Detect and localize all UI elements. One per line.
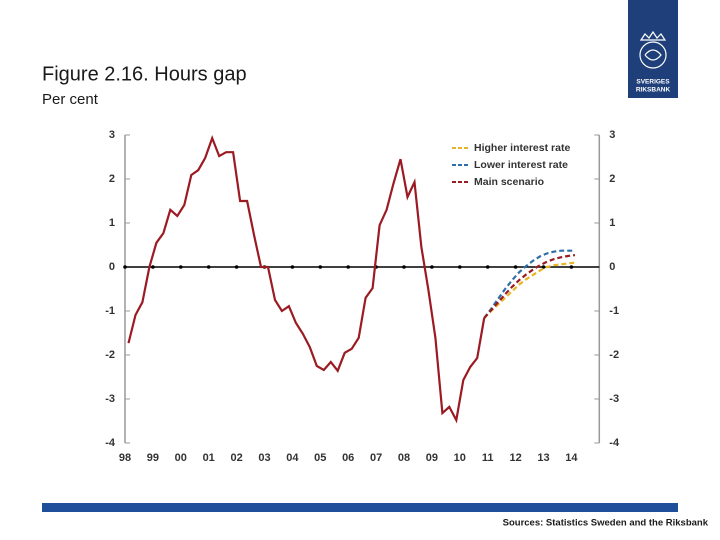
y-tick-label: 2 xyxy=(109,173,115,185)
y2-tick-label: -3 xyxy=(609,393,619,405)
x-tick-mark xyxy=(234,265,239,269)
x-tick-label: 07 xyxy=(370,452,382,464)
x-tick-mark xyxy=(346,265,351,269)
x-tick-label: 11 xyxy=(482,452,494,464)
y-tick-label: 3 xyxy=(109,129,115,141)
x-tick-label: 03 xyxy=(258,452,270,464)
y2-tick-label: 0 xyxy=(609,261,615,273)
x-tick-label: 08 xyxy=(398,452,410,464)
y2-tick-label: 2 xyxy=(609,173,615,185)
x-tick-mark xyxy=(206,265,211,269)
x-tick-mark xyxy=(318,265,323,269)
x-tick-mark xyxy=(123,265,127,269)
y-tick-label: -3 xyxy=(105,393,115,405)
x-tick-label: 13 xyxy=(537,452,549,464)
y-tick-label: -2 xyxy=(105,349,115,361)
y2-tick-label: -4 xyxy=(609,437,620,449)
x-tick-mark xyxy=(179,265,183,269)
series-line xyxy=(127,134,486,424)
x-tick-mark xyxy=(513,265,518,269)
x-tick-label: 01 xyxy=(203,452,215,464)
legend-label: Lower interest rate xyxy=(474,159,568,171)
y2-tick-label: -2 xyxy=(609,349,619,361)
y-tick-label: -4 xyxy=(105,437,116,449)
legend-label: Higher interest rate xyxy=(474,142,570,154)
x-tick-mark xyxy=(458,265,462,269)
x-tick-mark xyxy=(541,265,546,269)
y2-tick-label: 1 xyxy=(609,217,615,229)
x-tick-label: 12 xyxy=(509,452,521,464)
x-tick-mark xyxy=(430,265,434,269)
x-tick-label: 10 xyxy=(454,452,466,464)
x-tick-label: 09 xyxy=(426,452,438,464)
y2-tick-label: 3 xyxy=(609,129,615,141)
x-tick-mark xyxy=(151,265,155,269)
x-tick-label: 99 xyxy=(147,452,159,464)
x-tick-label: 02 xyxy=(230,452,242,464)
chart-title: Figure 2.16. Hours gap xyxy=(42,63,247,85)
source-note: Sources: Statistics Sweden and the Riksb… xyxy=(503,518,709,529)
x-tick-mark xyxy=(402,265,406,269)
series-line xyxy=(483,249,575,319)
x-tick-label: 14 xyxy=(565,452,578,464)
x-tick-label: 98 xyxy=(119,452,131,464)
logo-box xyxy=(628,0,678,98)
x-tick-mark xyxy=(485,265,490,269)
y-tick-label: 0 xyxy=(109,261,115,273)
legend-label: Main scenario xyxy=(474,176,544,188)
y-tick-label: 1 xyxy=(109,217,115,229)
y2-tick-label: -1 xyxy=(609,305,619,317)
footer-bar xyxy=(42,503,678,512)
x-tick-mark xyxy=(569,265,574,269)
logo-emblem xyxy=(639,30,667,69)
x-tick-label: 05 xyxy=(314,452,326,464)
x-tick-label: 04 xyxy=(286,452,299,464)
x-tick-mark xyxy=(290,265,295,269)
x-tick-label: 06 xyxy=(342,452,354,464)
logo-text: RIKSBANK xyxy=(636,87,671,94)
series-line xyxy=(483,254,576,319)
logo-text: SVERIGES xyxy=(636,79,670,86)
y-tick-label: -1 xyxy=(105,305,115,317)
chart-subtitle: Per cent xyxy=(42,91,99,108)
x-tick-label: 00 xyxy=(175,452,187,464)
